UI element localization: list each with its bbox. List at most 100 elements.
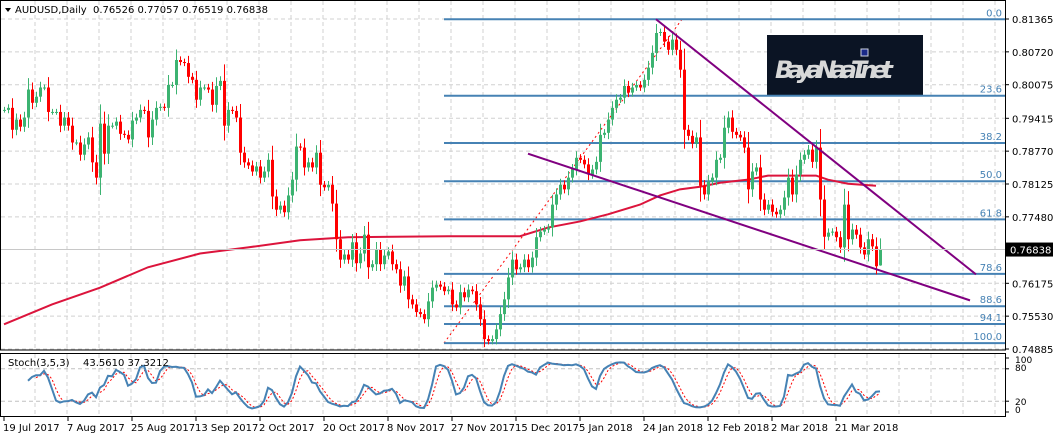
candle-bull	[767, 204, 770, 210]
candle-bear	[687, 129, 690, 136]
candle-bull	[375, 249, 378, 265]
candle-bull	[327, 184, 330, 188]
candle-bear	[67, 117, 70, 126]
candle-bull	[227, 109, 230, 126]
trendline[interactable]	[527, 152, 971, 302]
candle-bull	[715, 159, 718, 178]
candle-bull	[291, 179, 294, 196]
candle-bear	[423, 314, 426, 320]
candle-bull	[23, 117, 26, 127]
candle-bull	[795, 174, 798, 195]
price-tick-label: 0.80075	[1012, 81, 1053, 92]
candle-bear	[395, 264, 398, 270]
candle-bear	[91, 137, 94, 163]
candle-bear	[871, 239, 874, 247]
candle-bear	[31, 89, 34, 103]
time-tick-label: 13 Sep 2017	[195, 423, 258, 434]
time-tick-label: 2 Mar 2018	[771, 423, 828, 434]
trendline[interactable]	[655, 18, 977, 276]
candle-bull	[343, 254, 346, 260]
candle-bear	[187, 63, 190, 77]
candle-bear	[703, 185, 706, 195]
candle-bear	[455, 304, 458, 308]
candle-bull	[15, 119, 18, 130]
candle-bull	[107, 125, 110, 154]
candle-bear	[823, 199, 826, 237]
candle-bull	[615, 99, 618, 108]
candle-bear	[663, 31, 666, 42]
candle-bear	[335, 203, 338, 240]
fib-level-label: 0.0	[986, 8, 1002, 19]
candle-bull	[383, 255, 386, 265]
candle-bull	[503, 299, 506, 315]
candle-bear	[819, 147, 822, 200]
candle-bull	[359, 253, 362, 264]
candle-bull	[3, 109, 6, 111]
candle-bull	[727, 117, 730, 128]
time-tick-label: 7 Aug 2017	[67, 423, 125, 434]
candle-bull	[155, 107, 158, 120]
candle-bull	[695, 137, 698, 144]
candle-bear	[475, 291, 478, 305]
fib-level-label: 38.2	[980, 132, 1002, 143]
candle-bear	[419, 312, 422, 315]
candle-bull	[595, 161, 598, 170]
triangle-down-icon[interactable]	[5, 8, 11, 12]
candle-bear	[875, 246, 878, 267]
candle-bull	[447, 289, 450, 292]
candle-bull	[635, 84, 638, 88]
candle-bear	[231, 109, 234, 111]
candle-bear	[563, 184, 566, 190]
candle-bull	[7, 107, 10, 110]
candle-bear	[443, 286, 446, 292]
candle-bull	[459, 292, 462, 308]
time-tick-label: 2 Oct 2017	[259, 423, 314, 434]
candle-bear	[699, 137, 702, 186]
candle-bull	[495, 329, 498, 340]
candle-bull	[83, 144, 86, 155]
candle-bull	[787, 177, 790, 198]
candle-bear	[847, 204, 850, 240]
candle-bear	[147, 110, 150, 138]
candle-bear	[235, 110, 238, 118]
candle-bear	[835, 231, 838, 238]
trendlines[interactable]	[527, 18, 977, 302]
stoch-tick-label: 0	[1015, 406, 1021, 416]
candle-bull	[427, 301, 430, 320]
candle-bull	[807, 149, 810, 155]
candle-bear	[627, 85, 630, 93]
candle-bull	[279, 205, 282, 210]
candle-bull	[159, 106, 162, 108]
candle-bear	[675, 39, 678, 50]
fib-level-label: 78.6	[980, 263, 1002, 274]
candle-bear	[299, 146, 302, 148]
candle-bear	[379, 249, 382, 265]
candle-bull	[851, 229, 854, 240]
fib-level-label: 100.0	[973, 332, 1002, 343]
candle-bull	[35, 96, 38, 103]
candle-bear	[127, 134, 130, 140]
candle-bull	[115, 121, 118, 126]
candle-bear	[119, 121, 122, 134]
candle-bull	[63, 117, 66, 126]
candle-bull	[219, 80, 222, 86]
fib-level-label: 88.6	[980, 295, 1002, 306]
time-axis[interactable]: 19 Jul 2017 7 Aug 2017 25 Aug 2017 13 Sep 2…	[3, 417, 898, 434]
candle-bear	[319, 152, 322, 185]
candle-bull	[167, 84, 170, 108]
candle-bear	[143, 109, 146, 111]
candle-bull	[643, 79, 646, 88]
price-tick-label: 0.78770	[1012, 147, 1053, 158]
main-chart-frame	[0, 0, 1006, 351]
candle-bear	[439, 284, 442, 287]
candle-bull	[75, 142, 78, 144]
candle-bull	[543, 229, 546, 232]
candle-bull	[491, 339, 494, 342]
time-tick-label: 5 Jan 2018	[579, 423, 633, 434]
candle-bear	[735, 131, 738, 135]
candle-bull	[567, 177, 570, 190]
price-axis[interactable]: 0.81365 0.80720 0.80075 0.79415 0.78770 0.781…	[1005, 15, 1053, 356]
candle-bear	[639, 84, 642, 88]
stoch-tick-label: 100	[1015, 356, 1032, 366]
